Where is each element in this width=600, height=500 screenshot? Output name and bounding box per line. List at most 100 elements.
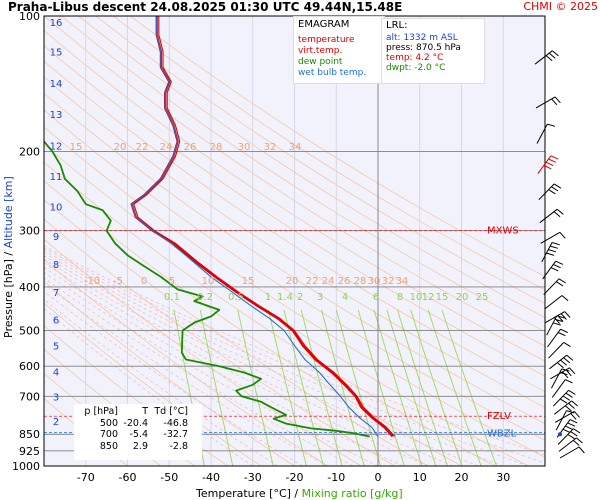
pressure-tick-label: 400 bbox=[19, 281, 40, 294]
dry-adiabat-label: 26 bbox=[184, 142, 197, 153]
moist-adiabat bbox=[44, 262, 429, 466]
wind-barb bbox=[542, 260, 564, 280]
temp-tick-label: -70 bbox=[77, 471, 95, 484]
temp-tick-label: -10 bbox=[327, 471, 345, 484]
cell-t: 2.9 bbox=[132, 440, 148, 452]
lrl-alt: alt: 1332 m ASL bbox=[386, 33, 458, 43]
temp-tick-label: 10 bbox=[413, 471, 427, 484]
moist-adiabat bbox=[44, 298, 278, 466]
lrl-dwpt: dwpt: -2.0 °C bbox=[386, 63, 446, 73]
altitude-tick-label: 13 bbox=[50, 110, 63, 121]
series-wet-bulb-temp- bbox=[131, 16, 379, 437]
credit-link[interactable]: CHMI © 2025 bbox=[523, 0, 598, 13]
moist-adiabat-label: 22 bbox=[306, 276, 319, 287]
header-t: T bbox=[142, 406, 148, 417]
mixing-ratio-label: 6 bbox=[373, 292, 379, 303]
wind-barb bbox=[550, 368, 570, 389]
dry-adiabat bbox=[95, 16, 545, 305]
table-row: 500 -20.4 -46.8 bbox=[78, 418, 198, 430]
mixing-ratio-label: 15 bbox=[436, 292, 449, 303]
altitude-tick-label: 4 bbox=[53, 367, 59, 378]
mixing-ratio-line bbox=[441, 309, 497, 466]
dry-adiabat bbox=[130, 16, 545, 278]
dry-adiabat bbox=[44, 16, 545, 347]
wind-barb bbox=[549, 354, 574, 370]
pressure-tick-label: 500 bbox=[19, 325, 40, 338]
mixing-ratio-line bbox=[410, 309, 463, 466]
dry-adiabat-label: 34 bbox=[289, 142, 302, 153]
moist-adiabat-label: 30 bbox=[368, 276, 381, 287]
wind-barb bbox=[539, 208, 564, 224]
temp-tick-label: 20 bbox=[455, 471, 469, 484]
mixing-ratio-line bbox=[199, 309, 234, 466]
wind-barb bbox=[557, 428, 581, 445]
wind-barb bbox=[545, 311, 571, 324]
level-label: MXWS bbox=[487, 226, 519, 237]
moist-adiabat-label: 20 bbox=[286, 276, 299, 287]
temp-tick-label: -50 bbox=[160, 471, 178, 484]
series-virt-temp- bbox=[133, 16, 396, 437]
legend-item-temperature: temperature bbox=[298, 35, 355, 45]
temp-tick-label: 0 bbox=[375, 471, 382, 484]
legend-item-virt-temp: virt.temp. bbox=[298, 46, 343, 56]
x-axis-label-mixing: Mixing ratio [g/kg] bbox=[301, 487, 403, 500]
dry-adiabat bbox=[78, 16, 545, 318]
altitude-tick-label: 16 bbox=[50, 18, 63, 29]
wind-barb bbox=[535, 96, 561, 109]
dry-adiabat-label: 20 bbox=[114, 142, 127, 153]
wind-barb bbox=[552, 389, 576, 407]
mixing-ratio-line bbox=[321, 309, 365, 466]
temp-tick-label: 30 bbox=[496, 471, 510, 484]
legend-item-wet-bulb: wet bulb temp. bbox=[298, 68, 367, 78]
series-dew-point bbox=[44, 140, 370, 438]
lrl-temp: temp: 4.2 °C bbox=[386, 53, 444, 63]
y-axis-label-altitude: Altitude [km] bbox=[2, 176, 15, 249]
mixing-ratio-label: 3 bbox=[317, 292, 323, 303]
moist-adiabat-label: 24 bbox=[322, 276, 335, 287]
pressure-tick-label: 850 bbox=[19, 428, 40, 441]
dry-adiabat-label: 15 bbox=[70, 142, 83, 153]
wind-barb bbox=[553, 400, 579, 415]
pressure-tick-label: 300 bbox=[19, 225, 40, 238]
pressure-tick-label: 600 bbox=[19, 360, 40, 373]
wind-barb bbox=[559, 446, 585, 459]
altitude-tick-label: 15 bbox=[50, 48, 63, 59]
table-row: 700 -5.4 -32.7 bbox=[78, 429, 198, 441]
mixing-ratio-label: 25 bbox=[476, 292, 489, 303]
mixing-ratio-label: 4 bbox=[342, 292, 348, 303]
cell-p: 500 bbox=[99, 417, 118, 429]
mixing-ratio-line bbox=[357, 309, 405, 466]
mixing-ratio-line bbox=[397, 309, 448, 466]
moist-adiabat-label: 34 bbox=[396, 276, 409, 287]
altitude-tick-label: 9 bbox=[53, 232, 59, 243]
cell-t: -5.4 bbox=[129, 429, 148, 440]
mixing-ratio-label: 12 bbox=[422, 292, 435, 303]
dry-adiabat bbox=[44, 60, 545, 393]
wind-barb bbox=[538, 183, 562, 201]
mixing-ratio-label: 2 bbox=[297, 292, 303, 303]
legend-item-dew-point: dew point bbox=[298, 57, 343, 67]
mixing-ratio-line bbox=[373, 309, 423, 466]
dry-adiabat bbox=[44, 29, 545, 362]
altitude-tick-label: 6 bbox=[53, 315, 59, 326]
wind-barb bbox=[536, 123, 556, 144]
wind-barb bbox=[550, 367, 576, 380]
altitude-tick-label: 12 bbox=[50, 142, 63, 153]
wind-barb bbox=[537, 155, 559, 174]
temp-tick-label: -60 bbox=[119, 471, 137, 484]
table-row: 850 2.9 -2.8 bbox=[78, 441, 198, 453]
pressure-tick-label: 200 bbox=[19, 145, 40, 158]
dry-adiabat-label: 28 bbox=[210, 142, 223, 153]
moist-adiabat-label: 15 bbox=[242, 276, 255, 287]
table-header: p [hPa] T Td [°C] bbox=[78, 406, 198, 418]
wind-barb bbox=[558, 437, 583, 452]
cell-t: -20.4 bbox=[123, 417, 148, 429]
header-p: p [hPa] bbox=[84, 406, 118, 417]
wind-barbs-column bbox=[534, 50, 585, 459]
wind-barb bbox=[540, 231, 566, 244]
cell-td: -2.8 bbox=[169, 440, 188, 452]
dry-adiabat bbox=[44, 76, 545, 408]
cell-td: -46.8 bbox=[163, 417, 188, 429]
temp-tick-label: -30 bbox=[244, 471, 262, 484]
moist-adiabat-label: 28 bbox=[354, 276, 367, 287]
